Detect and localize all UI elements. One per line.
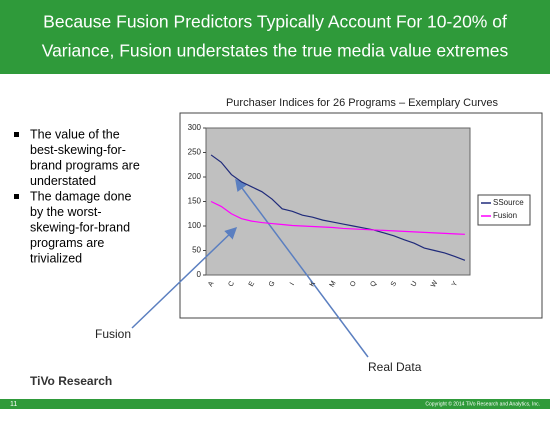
x-tick-label: W: [430, 279, 440, 289]
x-tick-label: A: [207, 280, 216, 288]
arrow: [131, 226, 238, 329]
x-tick-label: O: [349, 280, 358, 289]
chart-title: Purchaser Indices for 26 Programs – Exem…: [226, 97, 499, 109]
title-banner: [0, 0, 550, 74]
x-tick-label: U: [410, 280, 419, 288]
x-tick-label: M: [329, 280, 338, 289]
x-tick-label: K: [309, 280, 318, 288]
bullet-text: trivialized: [30, 251, 82, 265]
bullet-text: skewing-for-brand: [30, 220, 130, 234]
y-tick-label: 150: [188, 197, 202, 206]
bullet-text: brand programs are: [30, 158, 140, 172]
title-line: Variance, Fusion understates the true me…: [42, 41, 509, 61]
y-tick-label: 50: [192, 246, 201, 255]
bullet: [14, 132, 19, 137]
bullet-text: The damage done: [30, 189, 132, 203]
series-line: [210, 200, 465, 235]
y-tick-label: 200: [188, 172, 202, 181]
x-tick-label: G: [268, 280, 277, 288]
logo: TiVo Research: [30, 374, 112, 388]
x-tick-label: E: [248, 280, 257, 288]
x-tick-label: Q: [369, 280, 378, 289]
bullet-text: The value of the: [30, 127, 120, 141]
bullet-text: understated: [30, 174, 96, 188]
title-line: Because Fusion Predictors Typically Acco…: [43, 12, 507, 32]
x-tick-label: S: [390, 280, 399, 288]
copyright: Copyright © 2014 TiVo Research and Analy…: [425, 400, 540, 407]
bullet-text: best-skewing-for-: [30, 143, 126, 157]
annotation: Fusion: [95, 327, 131, 341]
series-line: [210, 154, 466, 261]
page-number: 11: [10, 401, 17, 408]
legend-box: [477, 194, 531, 226]
y-tick-label: 300: [188, 123, 202, 132]
bullet-text: by the worst-: [30, 205, 102, 219]
y-tick-label: 100: [188, 221, 202, 230]
x-tick-label: C: [227, 280, 236, 288]
legend-label: Fusion: [493, 211, 517, 220]
bullet: [14, 194, 19, 199]
x-tick-label: I: [289, 282, 296, 287]
y-tick-label: 250: [188, 148, 202, 157]
footer-bar: [0, 399, 550, 409]
annotation: Real Data: [368, 360, 422, 374]
plot-area: [205, 127, 471, 276]
x-tick-label: Y: [451, 280, 460, 288]
legend-label: SSource: [493, 198, 524, 207]
arrow: [235, 178, 369, 358]
y-tick-label: 0: [197, 270, 202, 279]
bullet-text: programs are: [30, 236, 104, 250]
